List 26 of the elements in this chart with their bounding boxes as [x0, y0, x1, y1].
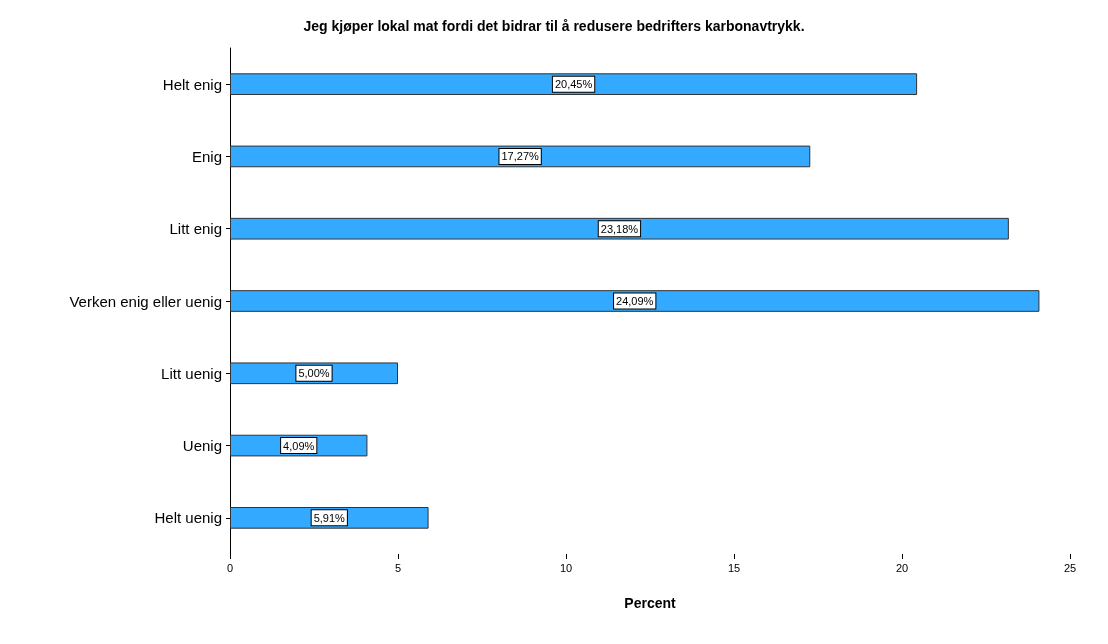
x-tick-label: 20 — [895, 561, 909, 574]
data-label: 4,09% — [283, 439, 315, 452]
x-axis-title: Percent — [624, 595, 677, 611]
bar — [230, 290, 1040, 312]
y-tick-label: Litt enig — [169, 220, 222, 238]
x-tick-label: 0 — [226, 561, 234, 574]
y-tick-label: Verken enig eller uenig — [69, 292, 222, 310]
x-tick-label: 25 — [1063, 561, 1077, 574]
x-tick-label: 10 — [559, 561, 573, 574]
chart-title: Jeg kjøper lokal mat fordi det bidrar til å redusere bedrifters karbonavtrykk. — [303, 18, 805, 34]
data-label: 5,00% — [298, 367, 330, 380]
bar — [230, 73, 918, 95]
y-tick-label: Helt uenig — [154, 509, 222, 527]
data-label: 24,09% — [616, 295, 654, 307]
data-label: 23,18% — [600, 222, 639, 235]
data-label: 5,91% — [313, 511, 346, 524]
y-tick-label: Litt uenig — [161, 364, 222, 382]
y-tick-label: Uenig — [182, 437, 222, 455]
x-tick-label: 15 — [727, 561, 741, 574]
bar — [230, 217, 1009, 240]
data-label: 17,27% — [501, 150, 540, 163]
data-label: 20,45% — [554, 78, 593, 91]
bar — [230, 145, 811, 168]
y-tick-label: Helt enig — [162, 75, 222, 93]
y-tick-label: Enig — [191, 147, 222, 165]
x-tick-label: 5 — [394, 561, 402, 574]
